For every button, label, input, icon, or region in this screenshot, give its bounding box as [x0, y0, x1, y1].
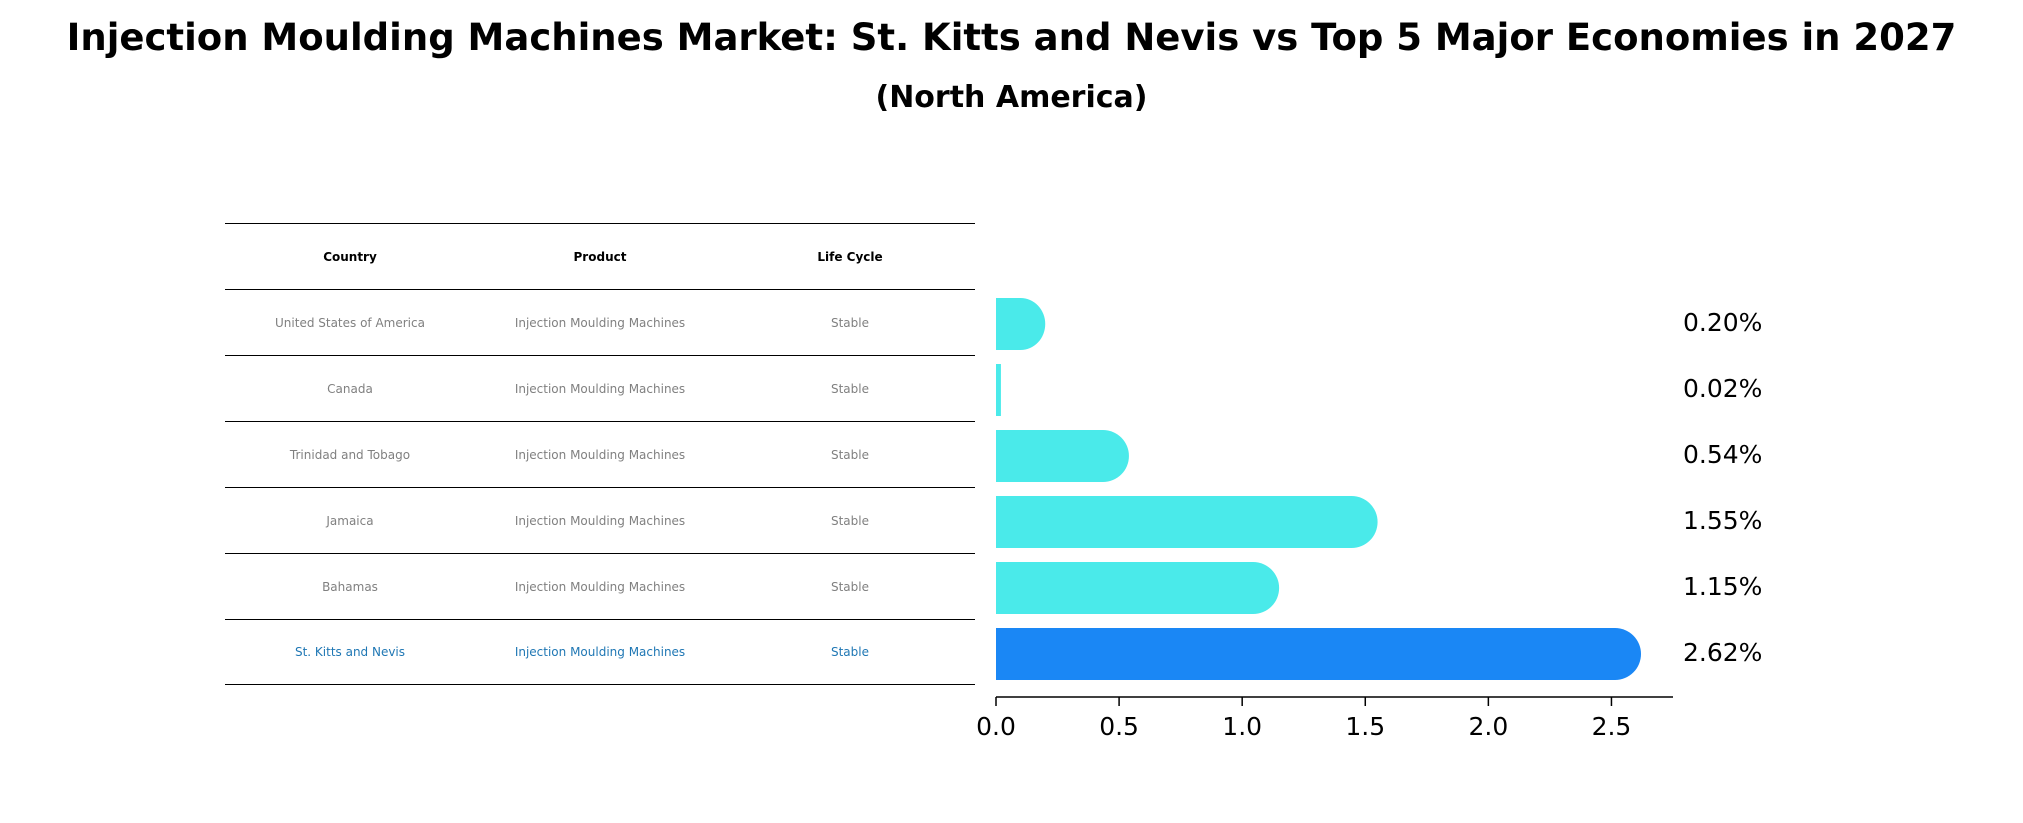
table-cell-product: Injection Moulding Machines — [514, 381, 686, 396]
bar-united-states-of-america — [996, 298, 1046, 350]
table-row: Canada Injection Moulding Machines Stabl… — [225, 355, 975, 421]
bar-jamaica — [996, 496, 1378, 548]
value-label: 0.02% — [1683, 374, 1762, 403]
table-cell-country: Canada — [327, 381, 373, 396]
table-cell-country: Jamaica — [326, 513, 374, 528]
table-cell-product: Injection Moulding Machines — [514, 447, 686, 462]
table-row: Trinidad and Tobago Injection Moulding M… — [225, 421, 975, 487]
table-row: Bahamas Injection Moulding Machines Stab… — [225, 553, 975, 619]
table-cell-product: Injection Moulding Machines — [514, 645, 686, 659]
table-cell-life-cycle: Stable — [830, 579, 869, 594]
table-cell-life-cycle: Stable — [830, 447, 869, 462]
table-header-row: Country Product Life Cycle — [225, 223, 975, 289]
bar-trinidad-and-tobago — [996, 430, 1129, 482]
x-tick-label: 0.5 — [1099, 712, 1139, 741]
value-label: 1.15% — [1683, 572, 1762, 601]
table-row: United States of America Injection Mould… — [225, 289, 975, 355]
table-header-life-cycle: Life Cycle — [817, 249, 883, 264]
table-cell-life-cycle: Stable — [830, 645, 869, 659]
table-cell-life-cycle: Stable — [830, 381, 869, 396]
table-cell-life-cycle: Stable — [830, 513, 869, 528]
table-cell-product: Injection Moulding Machines — [514, 315, 686, 330]
value-label: 1.55% — [1683, 506, 1762, 535]
table-row: Jamaica Injection Moulding Machines Stab… — [225, 487, 975, 553]
table-cell-country: St. Kitts and Nevis — [294, 645, 406, 659]
table-cell-life-cycle: Stable — [830, 315, 869, 330]
bar-canada — [996, 364, 1001, 416]
value-label: 2.62% — [1683, 638, 1762, 667]
table-cell-product: Injection Moulding Machines — [514, 579, 686, 594]
x-tick-label: 2.0 — [1468, 712, 1508, 741]
table-cell-country: Bahamas — [322, 579, 378, 594]
table-row-highlighted: St. Kitts and Nevis Injection Moulding M… — [225, 619, 975, 685]
x-tick-label: 0.0 — [976, 712, 1016, 741]
table-cell-product: Injection Moulding Machines — [514, 513, 686, 528]
chart-title: Injection Moulding Machines Market: St. … — [66, 16, 1957, 59]
table-header-product: Product — [573, 249, 627, 264]
bar-st-kitts-and-nevis — [996, 628, 1641, 680]
x-tick-label: 1.5 — [1345, 712, 1385, 741]
table-cell-country: United States of America — [275, 315, 425, 330]
bar-bahamas — [996, 562, 1280, 614]
table-cell-country: Trinidad and Tobago — [289, 447, 411, 462]
x-tick-label: 1.0 — [1222, 712, 1262, 741]
value-label: 0.54% — [1683, 440, 1762, 469]
country-table: Country Product Life Cycle United States… — [225, 223, 975, 685]
table-header-country: Country — [323, 249, 377, 264]
chart-subtitle: (North America) — [875, 80, 1148, 115]
value-label: 0.20% — [1683, 308, 1762, 337]
x-tick-label: 2.5 — [1592, 712, 1632, 741]
